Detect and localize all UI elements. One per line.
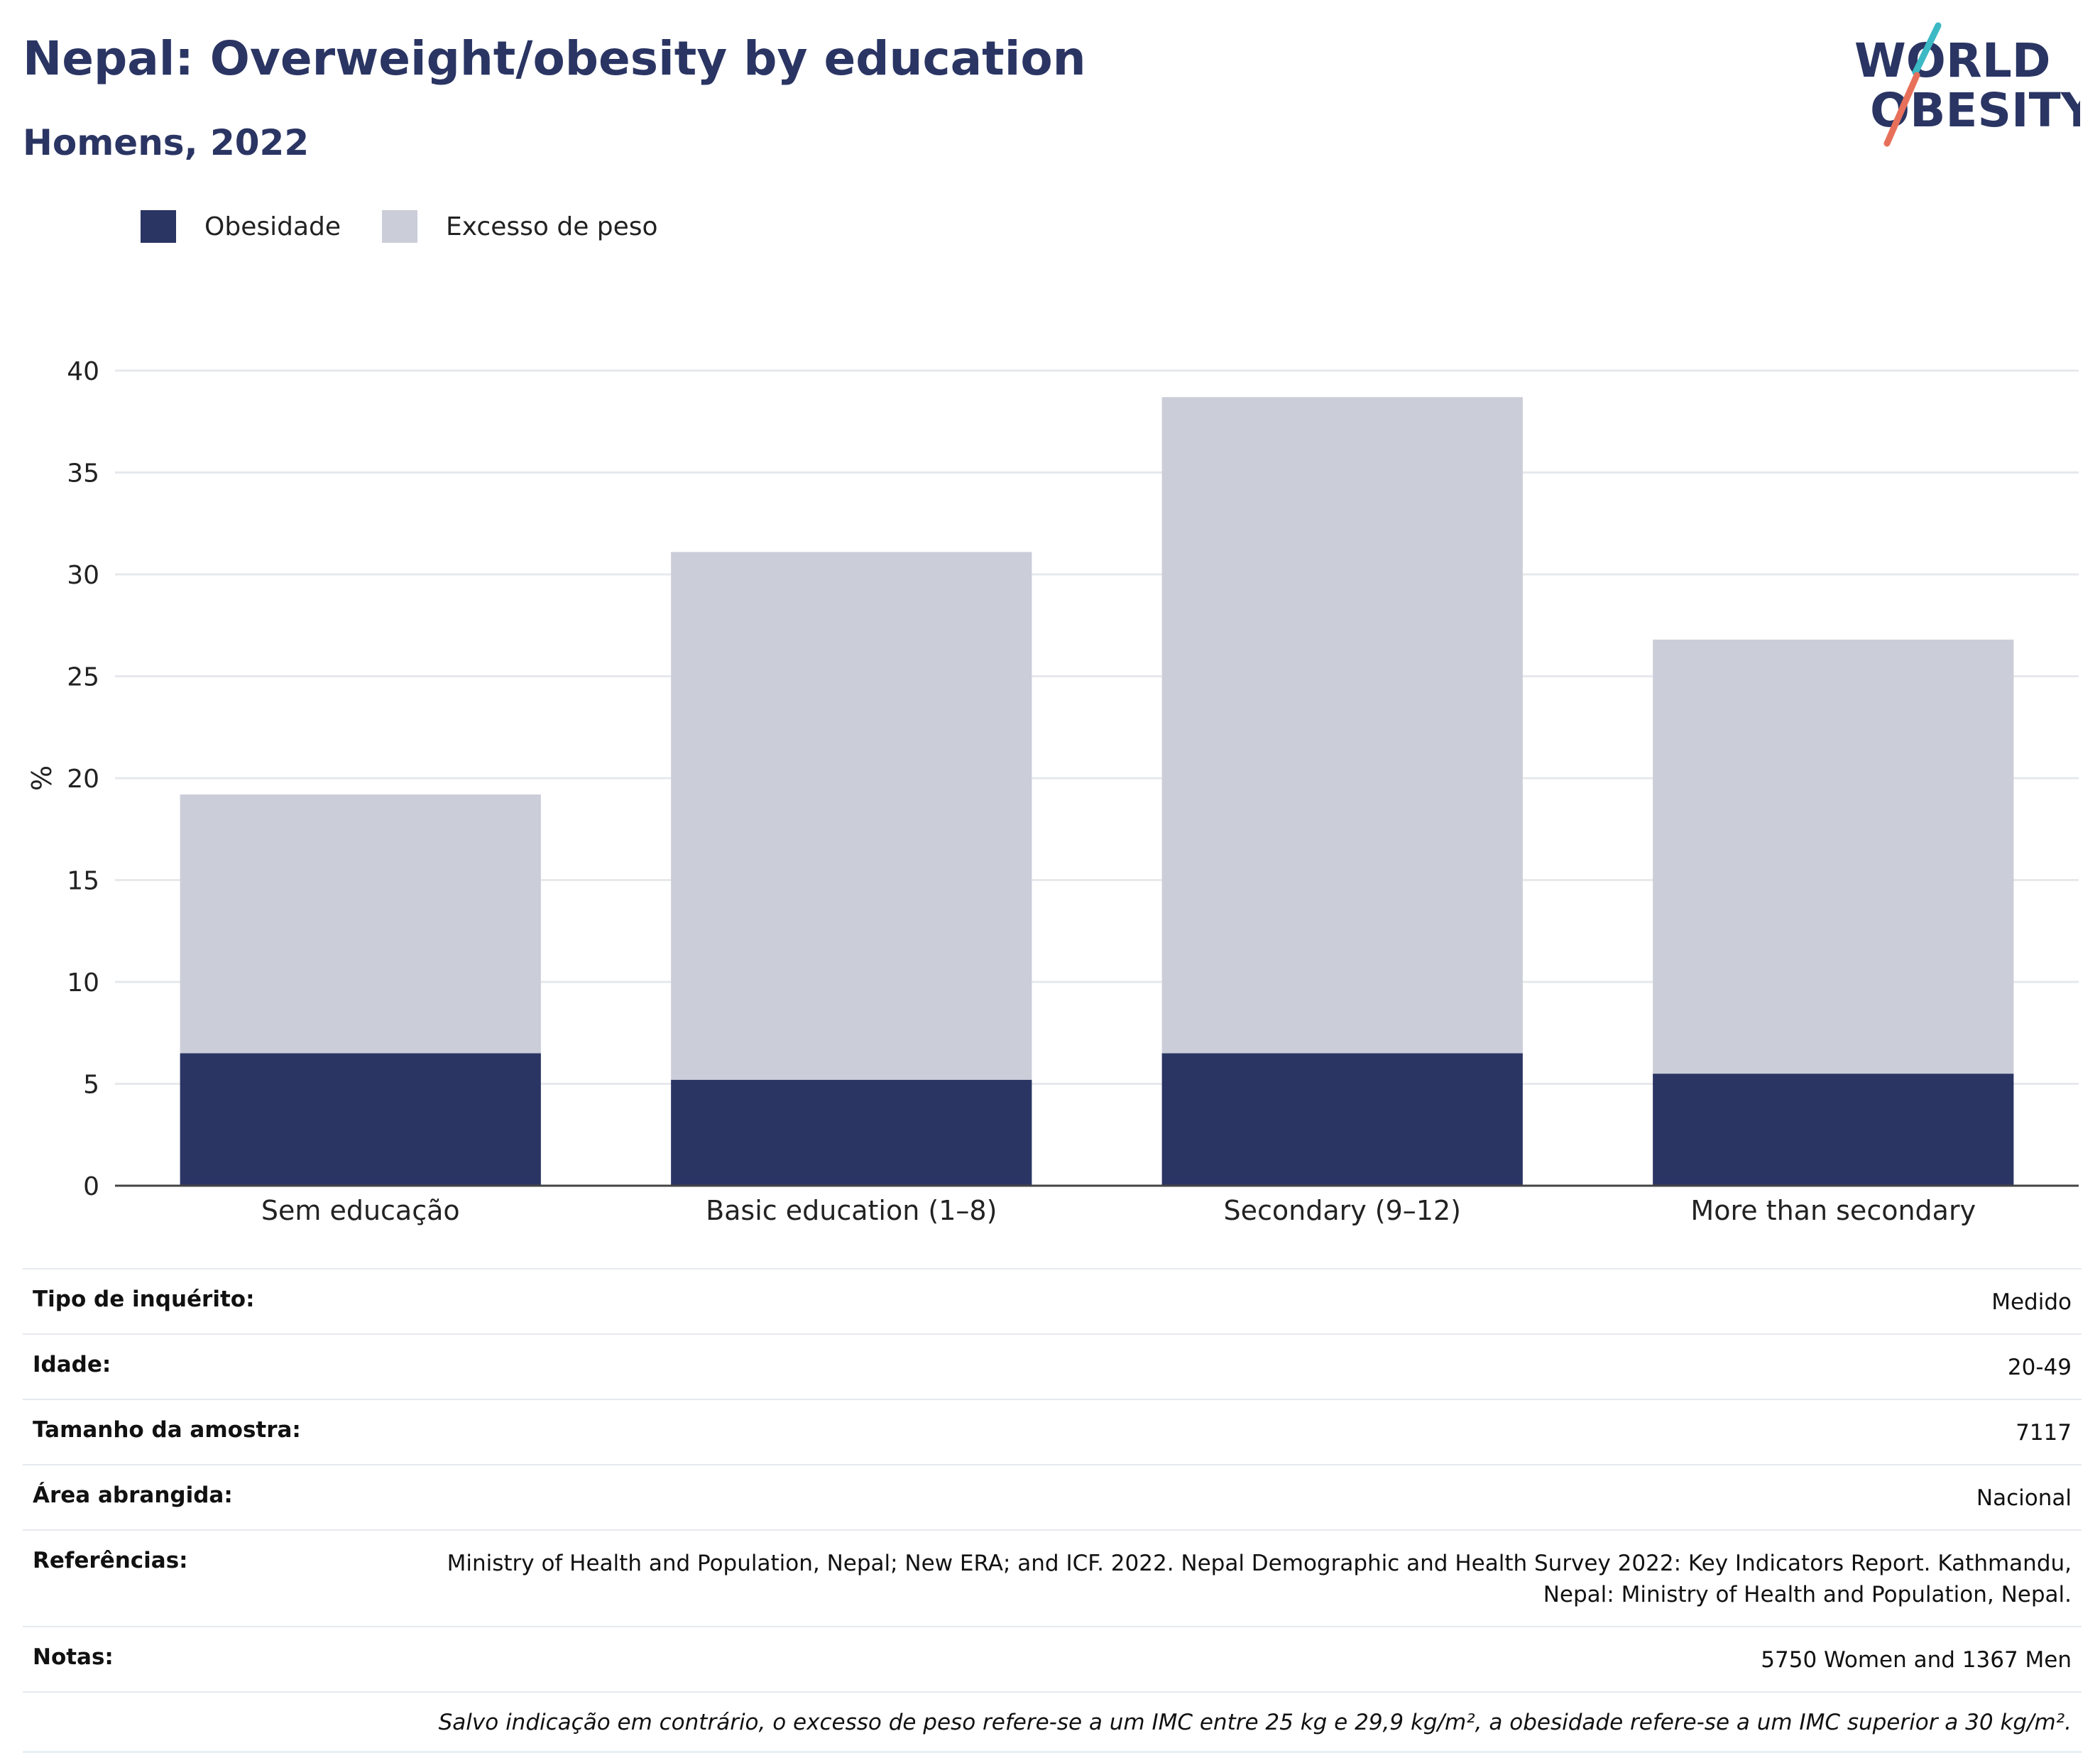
info-key: Tamanho da amostra: — [33, 1417, 301, 1443]
bar-obesity-3[interactable] — [1653, 1074, 2014, 1186]
info-row-age: Idade: 20-49 — [23, 1333, 2082, 1399]
y-tick-label: 35 — [67, 459, 99, 488]
bar-obesity-2[interactable] — [1161, 1053, 1523, 1186]
bar-overweight-2[interactable] — [1161, 397, 1523, 1054]
axes: 0 5 10 15 20 25 30 35 40% Sem educação Basic educa… — [26, 357, 2079, 1226]
footnote: Salvo indicação em contrário, o excesso … — [438, 1710, 2072, 1735]
info-row-notes: Notas: 5750 Women and 1367 Men — [23, 1626, 2082, 1691]
info-row-sample-size: Tamanho da amostra: 7117 — [23, 1399, 2082, 1464]
y-tick-label: 0 — [83, 1172, 99, 1201]
x-tick-label: Secondary (9–12) — [1223, 1195, 1461, 1226]
bar-chart: 0 5 10 15 20 25 30 35 40% Sem educação Basic educa… — [26, 357, 2079, 1226]
info-value: Medido — [1991, 1289, 2072, 1315]
chart-subtitle: Homens, 2022 — [23, 122, 310, 163]
bar-overweight-3[interactable] — [1653, 639, 2014, 1074]
legend-swatch-obesity — [141, 210, 176, 243]
bar-overweight-0[interactable] — [180, 794, 541, 1054]
x-tick-label: More than secondary — [1690, 1195, 1976, 1226]
info-value: 7117 — [2016, 1420, 2072, 1446]
info-value: 5750 Women and 1367 Men — [1761, 1647, 2072, 1673]
x-tick-label: Basic education (1–8) — [706, 1195, 997, 1226]
y-tick-label: 20 — [67, 765, 99, 794]
info-value: 20-49 — [2007, 1355, 2072, 1380]
logo-slash-teal — [1912, 22, 1942, 76]
info-key: Notas: — [33, 1644, 114, 1670]
y-tick-label: 5 — [83, 1071, 99, 1100]
y-tick-label: 40 — [67, 357, 99, 386]
info-key: Tipo de inquérito: — [33, 1287, 255, 1312]
info-footnote-row: Salvo indicação em contrário, o excesso … — [23, 1691, 2082, 1753]
info-value: Ministry of Health and Population, Nepal… — [447, 1551, 2072, 1607]
chart-legend: Obesidade Excesso de peso — [141, 210, 699, 243]
info-row-survey-type: Tipo de inquérito: Medido — [23, 1268, 2082, 1333]
y-axis-label: % — [26, 765, 58, 791]
chart-title: Nepal: Overweight/obesity by education — [23, 31, 1086, 86]
bar-obesity-0[interactable] — [180, 1053, 541, 1186]
logo-text-world: WORLD — [1854, 33, 2051, 88]
y-tick-label: 25 — [67, 663, 99, 692]
legend-item-overweight[interactable]: Excesso de peso — [382, 210, 658, 243]
info-key: Referências: — [33, 1548, 188, 1573]
x-tick-label: Sem educação — [261, 1195, 460, 1226]
logo-text-obesity: OBESITY — [1870, 83, 2080, 138]
info-key: Idade: — [33, 1352, 111, 1377]
bars — [180, 397, 2014, 1186]
y-tick-label: 30 — [67, 561, 99, 590]
bar-overweight-1[interactable] — [671, 552, 1032, 1080]
info-row-area: Área abrangida: Nacional — [23, 1464, 2082, 1529]
legend-label-obesity: Obesidade — [204, 212, 341, 241]
legend-swatch-overweight — [382, 210, 418, 243]
info-row-references: Referências: Ministry of Health and Popu… — [23, 1529, 2082, 1626]
info-value: Nacional — [1976, 1485, 2072, 1511]
legend-label-overweight: Excesso de peso — [446, 212, 658, 241]
logo-slash-coral — [1883, 72, 1920, 147]
legend-item-obesity[interactable]: Obesidade — [141, 210, 341, 243]
bar-obesity-1[interactable] — [671, 1079, 1032, 1186]
y-tick-label: 10 — [67, 968, 99, 998]
info-key: Área abrangida: — [33, 1482, 233, 1508]
metadata-table: Tipo de inquérito: Medido Idade: 20-49 T… — [23, 1268, 2082, 1753]
y-tick-label: 15 — [67, 867, 99, 896]
world-obesity-logo: WORLD OBESITY — [1854, 22, 2080, 147]
